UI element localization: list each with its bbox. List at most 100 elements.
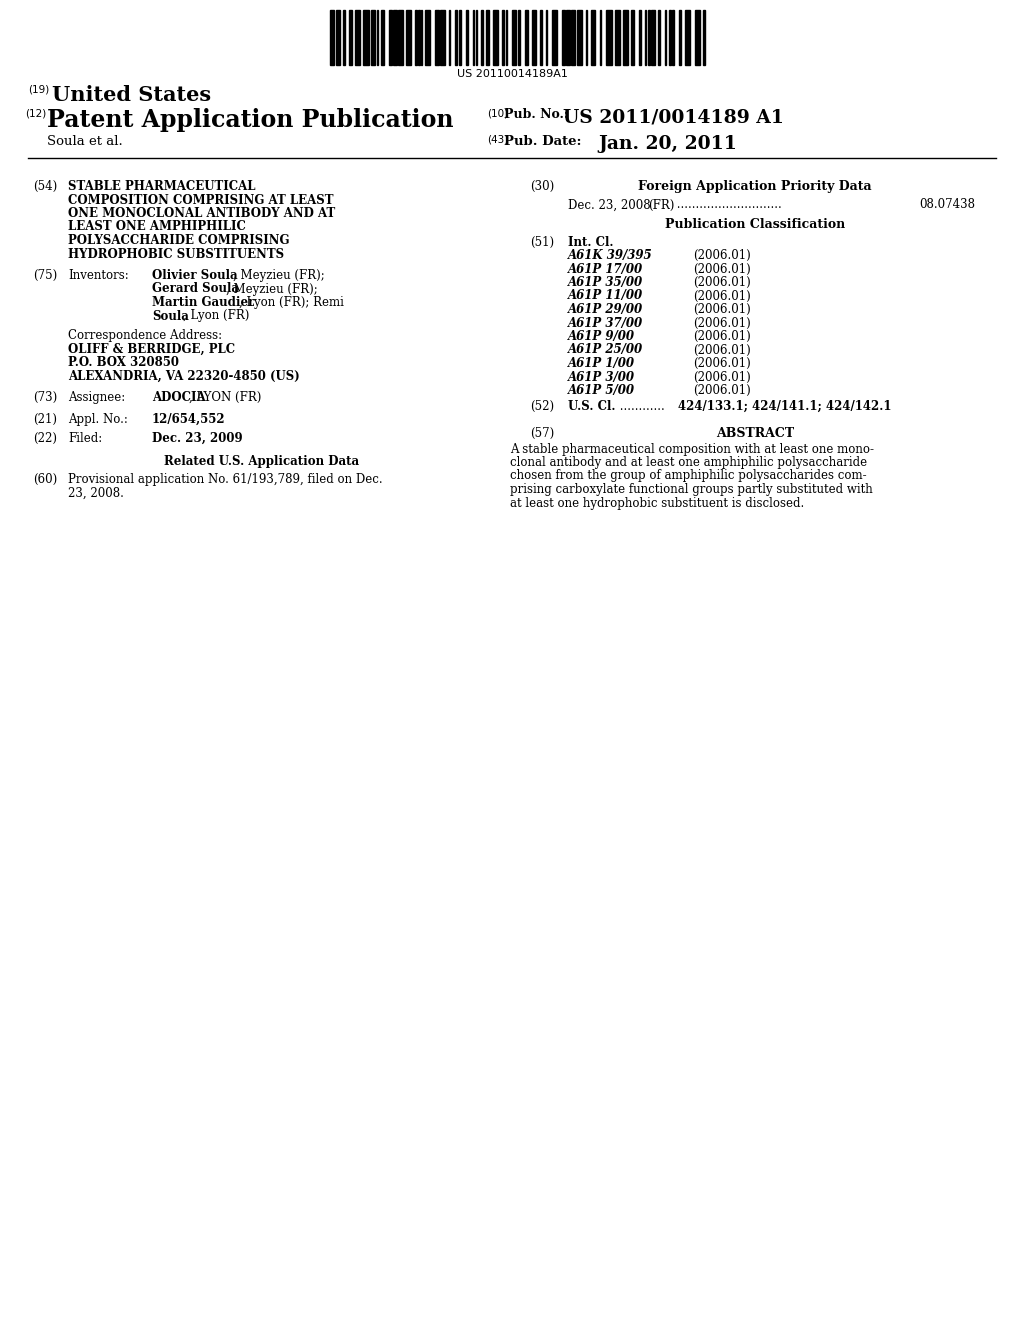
- Text: A61P 29/00: A61P 29/00: [568, 304, 643, 315]
- Text: Assignee:: Assignee:: [68, 391, 125, 404]
- Text: (2006.01): (2006.01): [693, 343, 751, 356]
- Bar: [506, 11, 507, 65]
- Text: A stable pharmaceutical composition with at least one mono-: A stable pharmaceutical composition with…: [510, 442, 874, 455]
- Bar: [591, 11, 595, 65]
- Text: (54): (54): [33, 180, 57, 193]
- Text: COMPOSITION COMPRISING AT LEAST: COMPOSITION COMPRISING AT LEAST: [68, 194, 334, 206]
- Text: Soula: Soula: [152, 309, 188, 322]
- Bar: [600, 11, 601, 65]
- Bar: [494, 11, 498, 65]
- Text: (60): (60): [33, 473, 57, 486]
- Text: STABLE PHARMACEUTICAL: STABLE PHARMACEUTICAL: [68, 180, 256, 193]
- Text: ONE MONOCLONAL ANTIBODY AND AT: ONE MONOCLONAL ANTIBODY AND AT: [68, 207, 335, 220]
- Text: (21): (21): [33, 412, 57, 425]
- Text: A61P 25/00: A61P 25/00: [568, 343, 643, 356]
- Bar: [695, 11, 700, 65]
- Text: (2006.01): (2006.01): [693, 317, 751, 330]
- Bar: [552, 11, 557, 65]
- Bar: [657, 11, 659, 65]
- Text: (2006.01): (2006.01): [693, 304, 751, 315]
- Bar: [421, 11, 423, 65]
- Bar: [371, 11, 375, 65]
- Text: (2006.01): (2006.01): [693, 289, 751, 302]
- Text: Gerard Soula: Gerard Soula: [152, 282, 239, 296]
- Bar: [645, 11, 646, 65]
- Text: (2006.01): (2006.01): [693, 276, 751, 289]
- Text: 12/654,552: 12/654,552: [152, 412, 225, 425]
- Text: (2006.01): (2006.01): [693, 330, 751, 343]
- Bar: [540, 11, 542, 65]
- Bar: [348, 11, 352, 65]
- Text: US 20110014189A1: US 20110014189A1: [457, 69, 567, 79]
- Text: , Meyzieu (FR);: , Meyzieu (FR);: [226, 282, 318, 296]
- Text: 08.07438: 08.07438: [919, 198, 975, 211]
- Text: POLYSACCHARIDE COMPRISING: POLYSACCHARIDE COMPRISING: [68, 234, 290, 247]
- Text: ABSTRACT: ABSTRACT: [716, 426, 794, 440]
- Bar: [502, 11, 504, 65]
- Bar: [330, 11, 334, 65]
- Text: (FR): (FR): [648, 198, 675, 211]
- Bar: [685, 11, 690, 65]
- Bar: [418, 11, 420, 65]
- Text: ............................: ............................: [673, 198, 785, 211]
- Bar: [449, 11, 451, 65]
- Bar: [406, 11, 411, 65]
- Text: A61P 1/00: A61P 1/00: [568, 356, 635, 370]
- Bar: [679, 11, 681, 65]
- Text: P.O. BOX 320850: P.O. BOX 320850: [68, 356, 179, 370]
- Bar: [473, 11, 474, 65]
- Bar: [440, 11, 445, 65]
- Text: Foreign Application Priority Data: Foreign Application Priority Data: [638, 180, 871, 193]
- Text: Publication Classification: Publication Classification: [665, 218, 845, 231]
- Text: , LYON (FR): , LYON (FR): [189, 391, 261, 404]
- Text: OLIFF & BERRIDGE, PLC: OLIFF & BERRIDGE, PLC: [68, 342, 236, 355]
- Text: Soula et al.: Soula et al.: [47, 135, 123, 148]
- Bar: [343, 11, 345, 65]
- Bar: [518, 11, 519, 65]
- Text: Jan. 20, 2011: Jan. 20, 2011: [598, 135, 737, 153]
- Text: Patent Application Publication: Patent Application Publication: [47, 108, 454, 132]
- Text: ............: ............: [616, 400, 669, 412]
- Bar: [466, 11, 468, 65]
- Text: (57): (57): [530, 426, 554, 440]
- Bar: [398, 11, 403, 65]
- Text: (2006.01): (2006.01): [693, 356, 751, 370]
- Text: A61P 3/00: A61P 3/00: [568, 371, 635, 384]
- Text: (30): (30): [530, 180, 554, 193]
- Text: United States: United States: [52, 84, 211, 106]
- Bar: [532, 11, 536, 65]
- Text: ALEXANDRIA, VA 22320-4850 (US): ALEXANDRIA, VA 22320-4850 (US): [68, 370, 300, 383]
- Bar: [623, 11, 628, 65]
- Bar: [456, 11, 457, 65]
- Bar: [562, 11, 564, 65]
- Bar: [415, 11, 417, 65]
- Text: A61K 39/395: A61K 39/395: [568, 249, 652, 261]
- Bar: [364, 11, 369, 65]
- Text: (43): (43): [487, 135, 508, 145]
- Bar: [566, 11, 569, 65]
- Text: (10): (10): [487, 108, 508, 117]
- Bar: [524, 11, 528, 65]
- Bar: [606, 11, 611, 65]
- Bar: [571, 11, 574, 65]
- Bar: [648, 11, 650, 65]
- Bar: [665, 11, 667, 65]
- Bar: [702, 11, 705, 65]
- Text: Pub. No.:: Pub. No.:: [504, 108, 568, 121]
- Text: , Lyon (FR); Remi: , Lyon (FR); Remi: [239, 296, 344, 309]
- Text: US 2011/0014189 A1: US 2011/0014189 A1: [563, 108, 784, 125]
- Text: (2006.01): (2006.01): [693, 249, 751, 261]
- Bar: [586, 11, 588, 65]
- Bar: [377, 11, 378, 65]
- Text: (73): (73): [33, 391, 57, 404]
- Text: A61P 35/00: A61P 35/00: [568, 276, 643, 289]
- Bar: [615, 11, 621, 65]
- Text: prising carboxylate functional groups partly substituted with: prising carboxylate functional groups pa…: [510, 483, 872, 496]
- Bar: [485, 11, 489, 65]
- Bar: [336, 11, 340, 65]
- Bar: [435, 11, 438, 65]
- Text: Filed:: Filed:: [68, 432, 102, 445]
- Text: A61P 17/00: A61P 17/00: [568, 263, 643, 276]
- Bar: [512, 11, 516, 65]
- Text: (22): (22): [33, 432, 57, 445]
